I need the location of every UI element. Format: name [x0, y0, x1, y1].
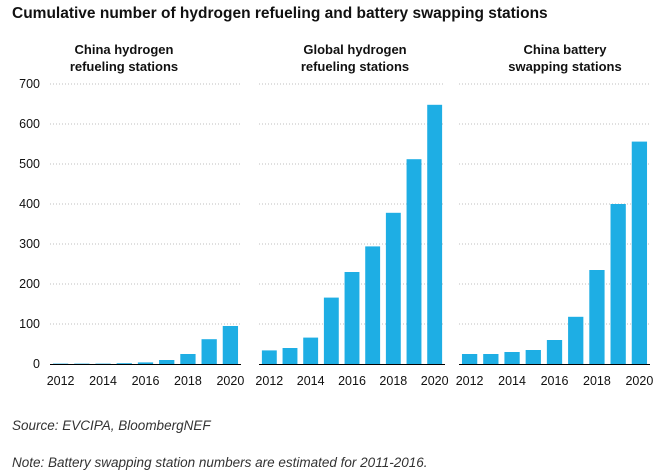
bar-p3-2014	[504, 352, 520, 364]
bar-p1-2015	[116, 363, 132, 364]
bar-p2-2019	[406, 159, 422, 364]
bar-p3-2012	[461, 354, 478, 364]
bar-p3-2017	[568, 316, 584, 364]
x-tick-label-p1-2020: 2020	[216, 374, 244, 388]
footnote: Note: Battery swapping station numbers a…	[12, 455, 428, 470]
x-tick-label-p1-2012: 2012	[47, 374, 75, 388]
bar-p3-2020	[631, 141, 648, 364]
y-tick-label-200: 200	[19, 277, 40, 291]
bar-p3-2016	[546, 340, 563, 364]
bar-p2-2015	[323, 297, 339, 364]
bar-p2-2013	[282, 348, 298, 364]
y-tick-label-700: 700	[19, 77, 40, 91]
panel-title-3-line-2: swapping stations	[508, 59, 621, 74]
y-tick-label-500: 500	[19, 157, 40, 171]
source-note: Source: EVCIPA, BloombergNEF	[12, 418, 211, 433]
chart-title: Cumulative number of hydrogen refueling …	[12, 5, 548, 22]
bar-p3-2015	[525, 350, 541, 364]
x-tick-label-p2-2016: 2016	[338, 374, 366, 388]
x-tick-label-p2-2012: 2012	[255, 374, 283, 388]
panel-title-3-line-1: China battery	[523, 42, 607, 57]
bar-p2-2016	[344, 272, 360, 364]
bar-p1-2017	[159, 360, 175, 364]
x-tick-label-p1-2018: 2018	[174, 374, 202, 388]
y-tick-label-100: 100	[19, 317, 40, 331]
bar-p1-2018	[180, 354, 196, 364]
x-tick-label-p3-2014: 2014	[498, 374, 526, 388]
bar-p1-2019	[201, 339, 217, 364]
bar-p2-2012	[261, 350, 277, 364]
y-tick-label-0: 0	[33, 357, 40, 371]
panel-title-2-line-1: Global hydrogen	[303, 42, 406, 57]
x-tick-label-p3-2018: 2018	[583, 374, 611, 388]
bar-p3-2013	[483, 354, 499, 364]
y-tick-label-400: 400	[19, 197, 40, 211]
bar-p1-2016	[137, 362, 154, 364]
x-tick-label-p2-2014: 2014	[297, 374, 325, 388]
y-tick-label-300: 300	[19, 237, 40, 251]
x-tick-label-p3-2012: 2012	[456, 374, 484, 388]
bar-p2-2017	[365, 246, 381, 364]
y-tick-label-600: 600	[19, 117, 40, 131]
x-tick-label-p2-2018: 2018	[379, 374, 407, 388]
bar-p1-2020	[222, 326, 239, 364]
x-tick-label-p1-2014: 2014	[89, 374, 117, 388]
chart-area: 0 100 200 300 400 500 600 700 China hydrogen refu…	[19, 42, 653, 388]
panel-title-2-line-2: refueling stations	[301, 59, 409, 74]
bar-p2-2020	[427, 104, 443, 365]
x-tick-label-p1-2016: 2016	[132, 374, 160, 388]
bar-p3-2018	[589, 270, 605, 364]
bar-p3-2019	[610, 204, 626, 364]
x-tick-label-p2-2020: 2020	[421, 374, 449, 388]
x-tick-label-p3-2020: 2020	[625, 374, 653, 388]
bar-p2-2014	[303, 337, 319, 364]
bar-p2-2018	[385, 212, 401, 364]
panel-title-1-line-2: refueling stations	[70, 59, 178, 74]
panel-title-1-line-1: China hydrogen	[75, 42, 174, 57]
x-tick-label-p3-2016: 2016	[541, 374, 569, 388]
